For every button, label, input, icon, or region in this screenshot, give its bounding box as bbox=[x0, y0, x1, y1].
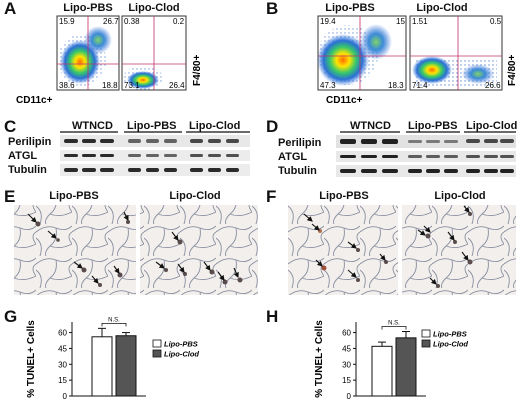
chart-g-ylabel: % TUNEL+ Cells bbox=[26, 320, 37, 398]
qb2-br: 26.6 bbox=[485, 81, 501, 90]
micro-f-pbs-image bbox=[288, 205, 398, 295]
panel-letter-d: D bbox=[266, 117, 279, 136]
flow-b-plot-clod bbox=[409, 15, 503, 91]
qb2-tl: 1.51 bbox=[412, 17, 428, 26]
blot-d-group-pbs: Lipo-PBS bbox=[408, 120, 458, 132]
chart-h-ns-label: N.S. bbox=[388, 321, 400, 327]
flow-b-ylabel: F4/80+ bbox=[507, 54, 518, 86]
qa1-br: 18.8 bbox=[102, 81, 118, 90]
chart-g-ns-bracket bbox=[101, 322, 127, 327]
chart-h-ytick-3: 45 bbox=[342, 344, 351, 353]
panel-letter-c: C bbox=[4, 117, 17, 136]
panel-letter-e: E bbox=[4, 187, 16, 206]
blot-d-row-tubulin: Tubulin bbox=[278, 165, 317, 177]
blot-d-group-wtncd: WTNCD bbox=[350, 120, 391, 132]
flow-b-title-clod: Lipo-Clod bbox=[416, 2, 468, 14]
chart-h-bar-0 bbox=[371, 345, 393, 397]
blot-c-row-perilipin: Perilipin bbox=[8, 136, 52, 148]
blot-c-group-wtncd: WTNCD bbox=[72, 120, 113, 132]
micro-e-title-pbs: Lipo-PBS bbox=[49, 190, 99, 202]
chart-g: 0 15 30 45 60 % TUNEL+ Cells N.S. Lipo-PBSLipo-… bbox=[26, 317, 199, 401]
flow-a-xlabel: CD11c+ bbox=[16, 95, 53, 106]
blot-d-row-atgl: ATGL bbox=[278, 151, 308, 163]
panel-letter-b: B bbox=[266, 0, 279, 18]
qa1-tr: 26.7 bbox=[103, 17, 119, 26]
blot-c-group-pbs: Lipo-PBS bbox=[127, 120, 177, 132]
chart-h-ytick-4: 60 bbox=[342, 329, 351, 338]
qb2-bl: 71.4 bbox=[412, 81, 428, 90]
micro-f-title-clod: Lipo-Clod bbox=[434, 190, 486, 202]
panel-letter-a: A bbox=[4, 0, 17, 18]
micro-f-title-pbs: Lipo-PBS bbox=[319, 190, 369, 202]
chart-g-legend-label-0: Lipo-PBS bbox=[164, 340, 198, 349]
blot-c-group-clod: Lipo-Clod bbox=[189, 120, 241, 132]
blot-c-row-atgl: ATGL bbox=[8, 150, 38, 162]
chart-g-ytick-0: 0 bbox=[63, 392, 68, 401]
qa2-bl: 73.1 bbox=[124, 81, 140, 90]
qa2-tr: 0.2 bbox=[173, 17, 185, 26]
chart-h-legend-swatch-1 bbox=[421, 339, 431, 348]
blot-c-row-tubulin: Tubulin bbox=[8, 164, 47, 176]
panel-letter-f: F bbox=[266, 187, 277, 206]
flow-b-plot-pbs bbox=[317, 15, 407, 91]
chart-h: 0 15 30 45 60 % TUNEL+ Cells N.S. Lipo-PBSLipo-… bbox=[314, 320, 468, 401]
chart-h-ns-bracket bbox=[381, 326, 407, 330]
chart-h-bar-1 bbox=[395, 337, 417, 397]
panel-letter-h: H bbox=[266, 307, 279, 326]
micro-e-title-clod: Lipo-Clod bbox=[169, 190, 221, 202]
qa1-bl: 38.6 bbox=[59, 81, 75, 90]
chart-g-ytick-2: 30 bbox=[58, 360, 67, 369]
qb1-bl: 47.3 bbox=[320, 81, 336, 90]
blot-d-row-perilipin: Perilipin bbox=[278, 137, 322, 149]
chart-g-legend-swatch-0 bbox=[152, 339, 162, 348]
micro-f-clod-image bbox=[402, 205, 516, 295]
flow-a-title-pbs: Lipo-PBS bbox=[63, 2, 113, 14]
qb1-br: 18.3 bbox=[388, 81, 404, 90]
qa2-br: 26.4 bbox=[169, 81, 185, 90]
qb1-tr: 15 bbox=[396, 17, 405, 26]
qb1-tl: 19.4 bbox=[320, 17, 336, 26]
panel-letter-g: G bbox=[4, 307, 18, 326]
chart-g-ytick-3: 45 bbox=[58, 344, 67, 353]
flow-a-plot-pbs bbox=[56, 15, 120, 91]
chart-g-legend-label-1: Lipo-Clod bbox=[164, 350, 199, 359]
qa2-tl: 0.38 bbox=[124, 17, 140, 26]
blot-d-group-clod: Lipo-Clod bbox=[466, 120, 518, 132]
qa1-tl: 15.9 bbox=[59, 17, 75, 26]
flow-a-ylabel: F4/80+ bbox=[192, 54, 203, 86]
chart-h-ytick-2: 30 bbox=[342, 360, 351, 369]
chart-h-legend-label-1: Lipo-Clod bbox=[433, 340, 468, 349]
chart-g-legend-swatch-1 bbox=[152, 349, 162, 358]
flow-b-xlabel: CD11c+ bbox=[326, 95, 363, 106]
flow-a-plot-clod bbox=[121, 15, 187, 91]
flow-a-title-clod: Lipo-Clod bbox=[128, 2, 180, 14]
chart-h-legend-swatch-0 bbox=[421, 329, 431, 338]
chart-g-ytick-1: 15 bbox=[58, 376, 67, 385]
chart-h-ytick-0: 0 bbox=[347, 392, 352, 401]
chart-h-legend-label-0: Lipo-PBS bbox=[433, 330, 467, 339]
chart-g-ytick-4: 60 bbox=[58, 329, 67, 338]
flow-b-title-pbs: Lipo-PBS bbox=[325, 2, 375, 14]
chart-g-bar-1 bbox=[115, 335, 137, 397]
chart-h-ytick-1: 15 bbox=[342, 376, 351, 385]
chart-h-ylabel: % TUNEL+ Cells bbox=[314, 320, 325, 398]
qb2-tr: 0.5 bbox=[490, 17, 502, 26]
chart-g-bar-0 bbox=[91, 336, 113, 397]
chart-g-ns-label: N.S. bbox=[108, 317, 120, 323]
